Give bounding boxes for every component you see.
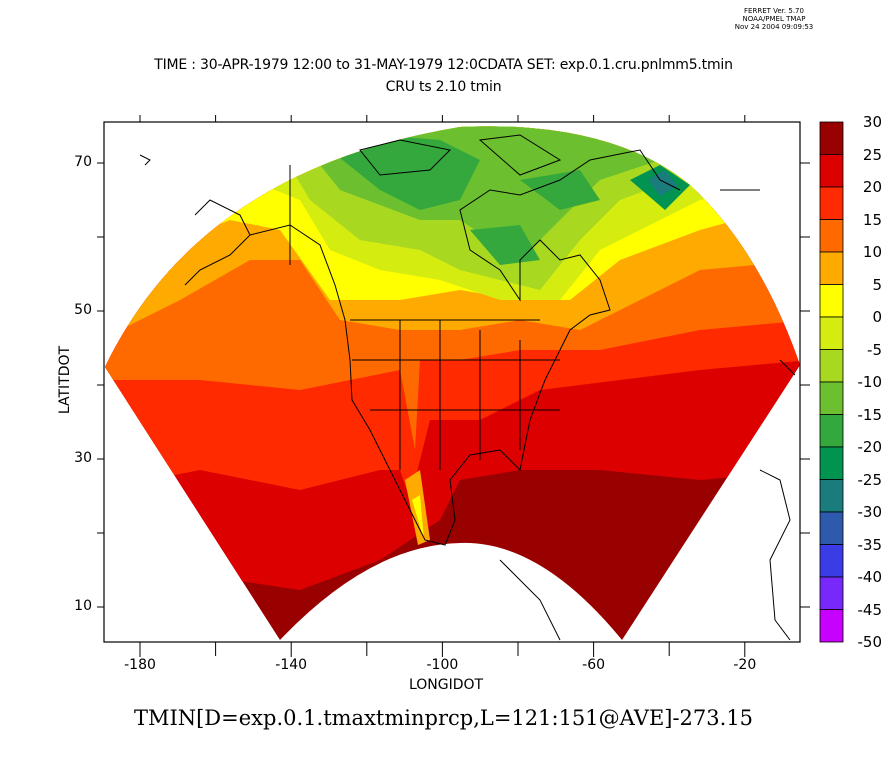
x-tick-label: -140 [275,657,308,673]
colorbar-swatch [819,479,844,513]
x-tick-label: -100 [426,657,459,673]
x-tick-label: -20 [733,657,757,673]
ferret-version-stamp: FERRET Ver. 5.70 NOAA/PMEL TMAP Nov 24 2… [714,7,834,31]
x-tick-label: -60 [582,657,606,673]
colorbar-label: 10 [862,243,882,261]
colorbar-label: 30 [862,113,882,131]
colorbar-label: -35 [857,535,883,554]
colorbar-label: -30 [857,503,883,521]
colorbar-swatch [819,349,844,383]
colorbar-label: -40 [857,568,883,586]
temperature-field [105,126,800,640]
band-mexico-cool [412,495,424,540]
y-tick-label: 50 [74,302,92,318]
colorbar-label: 25 [862,145,882,164]
y-axis-label: LATITDOT [57,345,73,415]
colorbar-label: 5 [872,275,882,294]
stamp-line: NOAA/PMEL TMAP [742,15,806,23]
plot-expression: TMIN[D=exp.0.1.tmaxtminprcp,L=121:151@AV… [133,706,754,730]
colorbar-swatch [819,446,844,480]
colorbar-label: -25 [857,470,883,489]
plot-title: TIME : 30-APR-1979 12:00 to 31-MAY-1979 … [154,57,733,73]
colorbar-swatch [819,609,844,643]
colorbar-swatch [819,154,844,188]
stamp-line: FERRET Ver. 5.70 [744,7,804,15]
colorbar-swatch [819,284,844,318]
colorbar-swatch [819,186,844,220]
band-m30-m25 [648,170,678,196]
stamp-line: Nov 24 2004 09:09:53 [734,23,814,31]
colorbar-label: 20 [862,178,882,196]
colorbar-swatch [819,316,844,350]
colorbar-swatch [819,251,844,285]
y-tick-label: 70 [74,154,92,170]
colorbar-label: -50 [857,633,883,651]
x-axis-label-text: LONGIDOT [408,677,484,693]
colorbar-swatch [819,544,844,578]
y-tick-label: 30 [74,450,92,466]
colorbar-label: -45 [857,600,883,619]
plot-frame [103,121,801,643]
band-m20-m15 [330,135,600,265]
colorbar-swatch [819,576,844,610]
plot-subtitle: CRU ts 2.10 tmin [385,79,502,95]
colorbar-swatch [819,219,844,253]
y-tick-label: 10 [74,598,92,614]
x-axis-label: LONGIDOT [0,677,887,693]
colorbar-label: 15 [862,210,882,229]
y-axis-ticks [97,162,810,608]
x-tick-label: -180 [124,657,156,673]
coastlines [139,134,796,641]
colorbar-label: -15 [857,405,883,424]
colorbar-label: -5 [867,340,882,359]
colorbar-label: 0 [872,308,882,326]
colorbar [819,121,844,643]
colorbar-label: -10 [857,373,883,391]
colorbar-swatch [819,511,844,545]
colorbar-swatch [819,121,844,155]
colorbar-swatch [819,381,844,415]
x-axis-ticks [139,115,746,657]
colorbar-label: -20 [857,438,883,456]
colorbar-swatch [819,414,844,448]
